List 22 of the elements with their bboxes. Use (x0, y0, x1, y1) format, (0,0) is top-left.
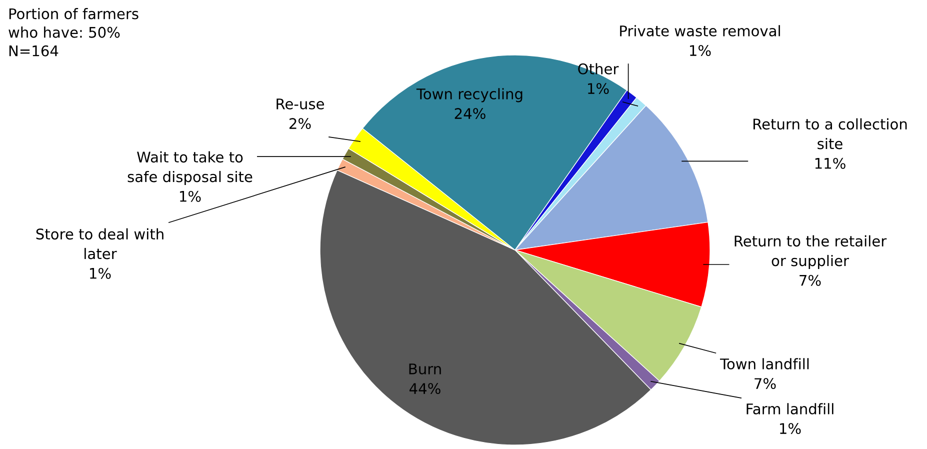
slice-label: Return to a collection site (754, 118, 907, 150)
data-label: 1% (180, 190, 201, 202)
data-label: 11% (815, 158, 846, 169)
data-label: 24% (454, 108, 486, 120)
slice-label: Return to the retailer or supplier (734, 235, 887, 270)
data-label: 1% (90, 268, 111, 279)
slice-label: Burn (409, 364, 441, 374)
data-label: 7% (754, 378, 776, 390)
slice-label: Re-use (276, 98, 324, 110)
slice-label: Town recycling (416, 88, 522, 102)
data-label: 1% (780, 423, 801, 434)
slice-label: Town landfill (720, 358, 809, 370)
data-label: 7% (800, 274, 821, 286)
slice-label: Wait to take to safe disposal site (128, 151, 252, 186)
slice-label: Store to deal with later (36, 228, 164, 260)
slice-label: Farm landfill (746, 403, 834, 414)
text: Portion of farmers who have: 50% N=164 (8, 8, 138, 56)
data-label: 2% (290, 118, 311, 130)
data-label: 1% (690, 45, 711, 56)
data-label: 44% (410, 383, 440, 394)
slice-label: Private waste removal (620, 25, 780, 36)
data-label: 1% (588, 83, 609, 94)
